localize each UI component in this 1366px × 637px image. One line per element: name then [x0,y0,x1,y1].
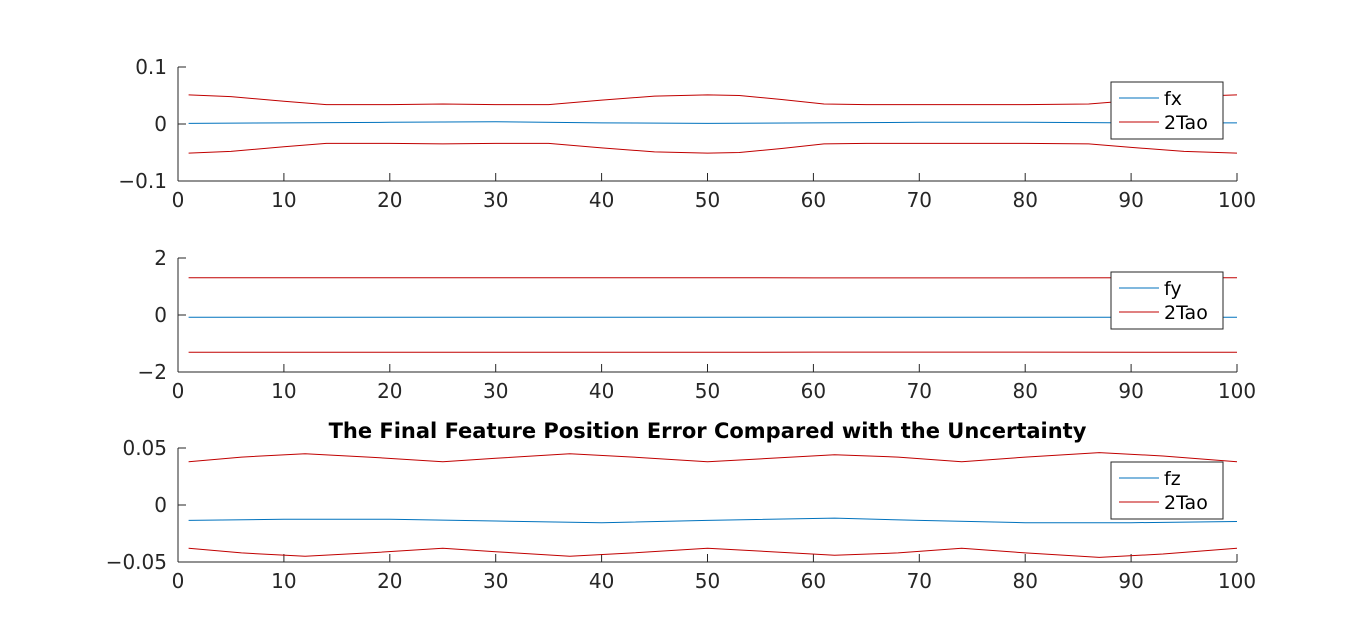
x-tick-label-3-4: 40 [589,569,614,593]
chart-title-3: The Final Feature Position Error Compare… [329,419,1087,443]
legend-label-2tao-2: 2Tao [1164,302,1208,324]
x-tick-label-2-10: 100 [1218,379,1256,403]
x-tick-label-1-2: 20 [377,188,402,212]
x-tick-label-3-3: 30 [483,569,508,593]
x-tick-label-1-9: 90 [1118,188,1143,212]
x-tick-label-1-3: 30 [483,188,508,212]
legend-label-2tao-3: 2Tao [1164,492,1208,514]
x-tick-label-3-5: 50 [695,569,720,593]
y-tick-label-2-2: 2 [154,246,167,270]
legend-label-fz-3: fz [1164,468,1181,490]
x-tick-label-2-0: 0 [172,379,185,403]
series-fx-line-1 [188,121,1237,124]
legend-box-1 [1110,81,1224,140]
legend-box-2 [1110,271,1224,330]
x-tick-label-2-9: 90 [1118,379,1143,403]
x-tick-label-1-7: 70 [907,188,932,212]
legend-label-2tao-1: 2Tao [1164,112,1208,134]
series-2tao-line-3 [188,452,1238,463]
x-tick-label-2-3: 30 [483,379,508,403]
x-tick-label-2-4: 40 [589,379,614,403]
x-tick-label-1-10: 100 [1218,188,1256,212]
x-tick-label-3-10: 100 [1218,569,1256,593]
series-2tao-lower-line-1 [188,142,1238,154]
x-tick-label-2-7: 70 [907,379,932,403]
y-tick-label-3-0: −0.05 [106,550,167,574]
y-tick-label-3-1: 0 [154,493,167,517]
x-tick-label-2-2: 20 [377,379,402,403]
x-tick-label-2-1: 10 [271,379,296,403]
series-fz-line-3 [188,517,1238,524]
x-tick-label-3-1: 10 [271,569,296,593]
x-tick-label-1-4: 40 [589,188,614,212]
x-tick-label-2-6: 60 [801,379,826,403]
x-tick-label-1-0: 0 [172,188,185,212]
x-tick-label-1-6: 60 [801,188,826,212]
y-tick-label-2-0: −2 [138,360,167,384]
x-tick-label-3-8: 80 [1012,569,1037,593]
x-tick-label-1-8: 80 [1012,188,1037,212]
x-tick-label-3-2: 20 [377,569,402,593]
series-2tao-line-1 [188,94,1238,106]
y-tick-label-1-1: 0 [154,112,167,136]
legend-label-fy-2: fy [1164,278,1182,300]
x-tick-label-1-5: 50 [695,188,720,212]
x-tick-label-2-5: 50 [695,379,720,403]
y-tick-label-3-2: 0.05 [122,436,167,460]
y-tick-label-1-0: −0.1 [118,169,167,193]
y-tick-label-1-2: 0.1 [135,55,167,79]
x-tick-label-3-7: 70 [907,569,932,593]
series-2tao-lower-line-3 [188,547,1238,558]
x-tick-label-3-6: 60 [801,569,826,593]
x-tick-label-2-8: 80 [1012,379,1037,403]
x-tick-label-3-0: 0 [172,569,185,593]
legend-box-3 [1110,461,1224,520]
x-tick-label-1-1: 10 [271,188,296,212]
legend-label-fx-1: fx [1164,88,1182,110]
y-tick-label-2-1: 0 [154,303,167,327]
x-tick-label-3-9: 90 [1118,569,1143,593]
